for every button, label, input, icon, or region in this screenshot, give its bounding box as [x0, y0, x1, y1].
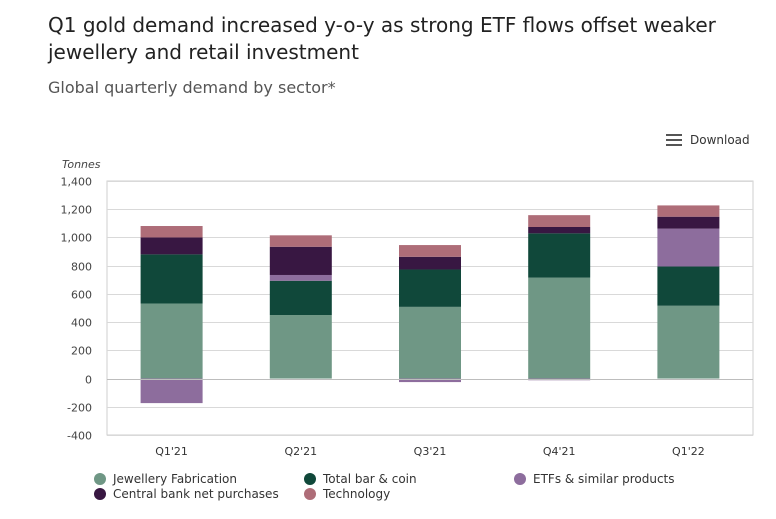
bar-segment [140, 237, 203, 255]
legend-item-technology[interactable]: Technology [304, 487, 390, 501]
chart-title: Q1 gold demand increased y-o-y as strong… [48, 13, 716, 64]
y-tick-label: 200 [71, 345, 92, 358]
download-label: Download [690, 133, 750, 147]
legend-swatch [94, 488, 106, 500]
bar-segment [657, 228, 720, 267]
bar-segment [269, 235, 332, 247]
y-tick-label: -200 [67, 402, 92, 415]
y-tick-label: 400 [71, 317, 92, 330]
legend-item-jewellery[interactable]: Jewellery Fabrication [94, 472, 237, 486]
bar-segment [657, 216, 720, 229]
bar-segment [269, 315, 332, 379]
legend-item-bar-coin[interactable]: Total bar & coin [304, 472, 417, 486]
y-tick-label: 1,000 [61, 232, 93, 245]
chart-subtitle: Global quarterly demand by sector* [48, 78, 336, 97]
bar-segment [528, 277, 591, 379]
y-tick-label: 600 [71, 289, 92, 302]
y-tick-label: 1,400 [61, 176, 93, 189]
bar-segment [140, 303, 203, 379]
bar-segment [528, 233, 591, 278]
bar-segment [399, 306, 461, 379]
bar-segment [269, 280, 332, 316]
bar-segment [140, 378, 203, 404]
legend-label: Central bank net purchases [113, 487, 279, 501]
menu-icon [666, 134, 682, 146]
bar-segment [399, 256, 461, 270]
bar-segment [657, 205, 720, 217]
y-tick-label: 800 [71, 261, 92, 274]
y-tick-label: 0 [85, 374, 92, 387]
x-tick-label: Q1'22 [672, 445, 705, 458]
bar-segment [528, 215, 591, 228]
download-button[interactable]: Download [666, 133, 750, 147]
bar-segment [399, 269, 461, 307]
legend-item-etfs[interactable]: ETFs & similar products [514, 472, 675, 486]
x-tick-label: Q4'21 [543, 445, 576, 458]
bar-segment [269, 274, 332, 281]
bar-segment [140, 254, 203, 304]
y-tick-label: -400 [67, 430, 92, 443]
bar-segment [140, 226, 203, 238]
bar-segment [399, 245, 461, 257]
bar-segment [657, 305, 720, 379]
bar-segment [399, 378, 461, 383]
x-tick-label: Q2'21 [284, 445, 317, 458]
x-tick-label: Q1'21 [155, 445, 188, 458]
y-tick-label: 1,200 [61, 204, 93, 217]
legend-swatch [304, 473, 316, 485]
legend-label: ETFs & similar products [533, 472, 675, 486]
legend-label: Technology [323, 487, 391, 501]
bar-segment [528, 227, 591, 234]
bar-segment [657, 266, 720, 306]
legend-item-central-bank[interactable]: Central bank net purchases [94, 487, 279, 501]
legend-swatch [94, 473, 106, 485]
legend-swatch [514, 473, 526, 485]
y-axis-label: Tonnes [62, 158, 101, 171]
legend-label: Total bar & coin [323, 472, 417, 486]
x-tick-label: Q3'21 [414, 445, 447, 458]
legend-swatch [304, 488, 316, 500]
chart-legend: Jewellery Fabrication Total bar & coin E… [94, 472, 734, 508]
bar-segment [269, 246, 332, 275]
legend-label: Jewellery Fabrication [113, 472, 237, 486]
